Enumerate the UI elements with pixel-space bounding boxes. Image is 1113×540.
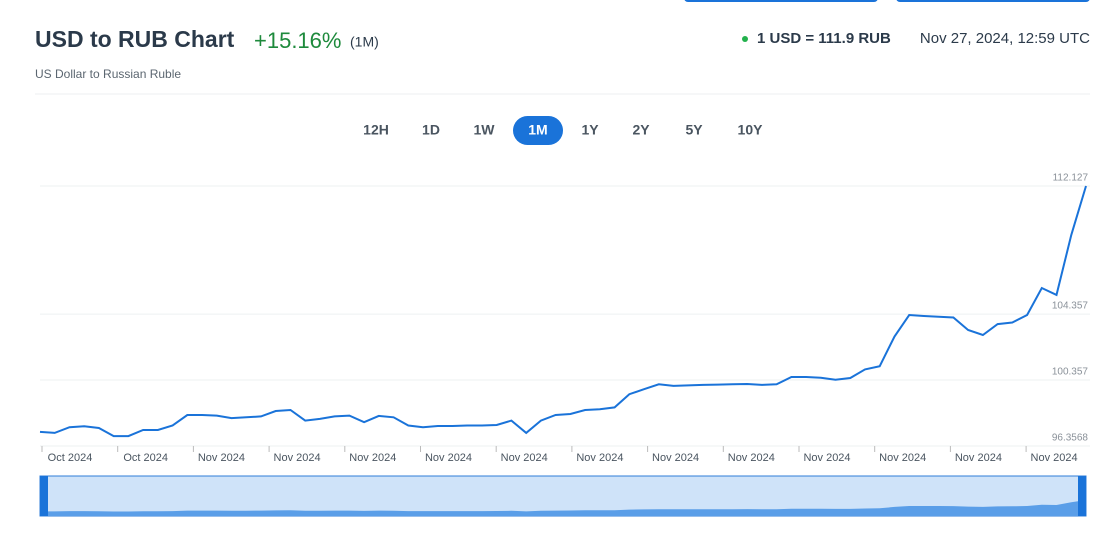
range-button[interactable]: 1Y [581,122,599,138]
x-tick-label: Nov 2024 [652,452,699,464]
navigator-handle[interactable] [40,476,48,516]
y-tick-label: 100.357 [1052,367,1089,378]
y-tick-label: 104.357 [1052,301,1089,312]
period: (1M) [350,34,379,50]
x-tick-label: Nov 2024 [425,452,472,464]
range-button[interactable]: 10Y [738,122,764,138]
x-tick-label: Nov 2024 [803,452,850,464]
navigator-area [40,500,1086,516]
timestamp: Nov 27, 2024, 12:59 UTC [920,30,1090,47]
range-button[interactable]: 1W [474,122,496,138]
x-tick-label: Nov 2024 [879,452,926,464]
range-button[interactable]: 1M [528,122,547,138]
x-tick-label: Oct 2024 [123,452,168,464]
title: USD to RUB Chart [35,26,235,52]
x-tick-label: Nov 2024 [349,452,396,464]
range-button-active[interactable] [513,116,563,145]
x-tick-label: Nov 2024 [274,452,321,464]
change: +15.16% [254,28,341,53]
y-tick-label: 112.127 [1053,173,1089,184]
range-button[interactable]: 12H [363,122,389,138]
status-dot [742,36,748,42]
top-button[interactable] [684,0,878,2]
x-tick-label: Nov 2024 [955,452,1002,464]
range-button[interactable]: 2Y [632,122,650,138]
subtitle: US Dollar to Russian Ruble [35,67,181,81]
range-button[interactable]: 5Y [685,122,703,138]
price-line [39,185,1087,438]
range-button[interactable]: 1D [422,122,440,138]
x-tick-label: Nov 2024 [728,452,775,464]
y-tick-label: 96.3568 [1052,433,1089,444]
x-tick-label: Nov 2024 [576,452,623,464]
rate: 1 USD = 111.9 RUB [757,30,891,47]
x-tick-label: Nov 2024 [198,452,245,464]
x-tick-label: Nov 2024 [501,452,548,464]
navigator-handle[interactable] [1078,476,1086,516]
x-tick-label: Oct 2024 [48,452,93,464]
x-tick-label: Nov 2024 [1031,452,1078,464]
top-button[interactable] [896,0,1090,2]
